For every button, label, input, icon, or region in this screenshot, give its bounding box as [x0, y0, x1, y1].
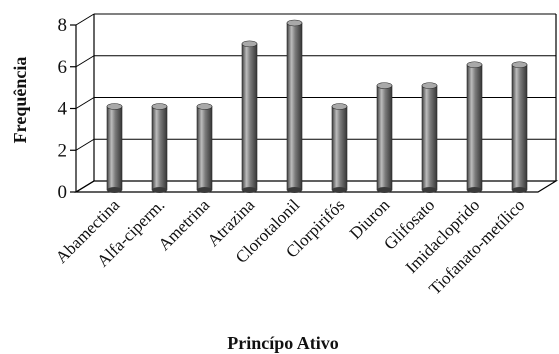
bar: [376, 82, 393, 193]
bar-top: [196, 103, 213, 110]
bar-top: [286, 19, 303, 27]
bar-base: [377, 187, 392, 193]
bar-body: [331, 106, 348, 191]
y-tick-label: 8: [58, 15, 68, 36]
gridline-side: [75, 13, 95, 26]
bar-top: [511, 61, 528, 69]
bar-body: [151, 106, 168, 191]
bar-base: [197, 187, 212, 193]
bar: [241, 40, 258, 193]
y-tick-label: 0: [58, 182, 68, 203]
bar-base: [332, 187, 347, 193]
bar-body: [286, 22, 303, 191]
y-axis-ticks: 0 2 4 6 8: [58, 15, 77, 203]
bar-base: [467, 187, 482, 193]
bar-top: [241, 40, 258, 48]
x-axis-labels: AbamectinaAlfa-ciperm.AmetrinaAtrazinaCl…: [52, 195, 529, 298]
gridline-side: [75, 55, 95, 68]
y-tick-label: 4: [58, 99, 68, 120]
bar-top: [376, 82, 393, 89]
gridlines: [75, 13, 556, 151]
bar: [466, 61, 483, 193]
bar-top: [331, 103, 348, 110]
bar: [196, 103, 213, 193]
bar-body: [466, 64, 483, 191]
bar-body: [421, 85, 438, 191]
bar: [331, 103, 348, 193]
bar: [151, 103, 168, 193]
bar-base: [107, 187, 122, 193]
bar-top: [421, 82, 438, 89]
bar-body: [511, 64, 528, 191]
bar-body: [106, 106, 123, 191]
bar-body: [196, 106, 213, 191]
bar: [286, 19, 303, 193]
y-tick-label: 2: [58, 140, 68, 161]
bar-top: [106, 103, 123, 110]
bar-body: [376, 85, 393, 191]
bar-top: [466, 61, 483, 69]
bar-base: [242, 187, 257, 193]
plot-frame: [73, 14, 559, 193]
bar-base: [512, 187, 527, 193]
bar: [511, 61, 528, 193]
y-axis-title: Frequência: [10, 57, 30, 144]
y-tick-label: 6: [58, 57, 68, 78]
bar-base: [422, 187, 437, 193]
gridline-side: [75, 138, 95, 151]
x-axis-title: Princípo Ativo: [227, 333, 339, 353]
bar-top: [151, 103, 168, 110]
bar-base: [152, 187, 167, 193]
bar: [421, 82, 438, 193]
floor: [73, 180, 559, 193]
bar-base: [287, 187, 302, 193]
bar-body: [241, 43, 258, 191]
floor-side-edge: [75, 180, 95, 193]
gridline-side: [75, 97, 95, 109]
bar: [106, 103, 123, 193]
bars: [106, 19, 528, 193]
